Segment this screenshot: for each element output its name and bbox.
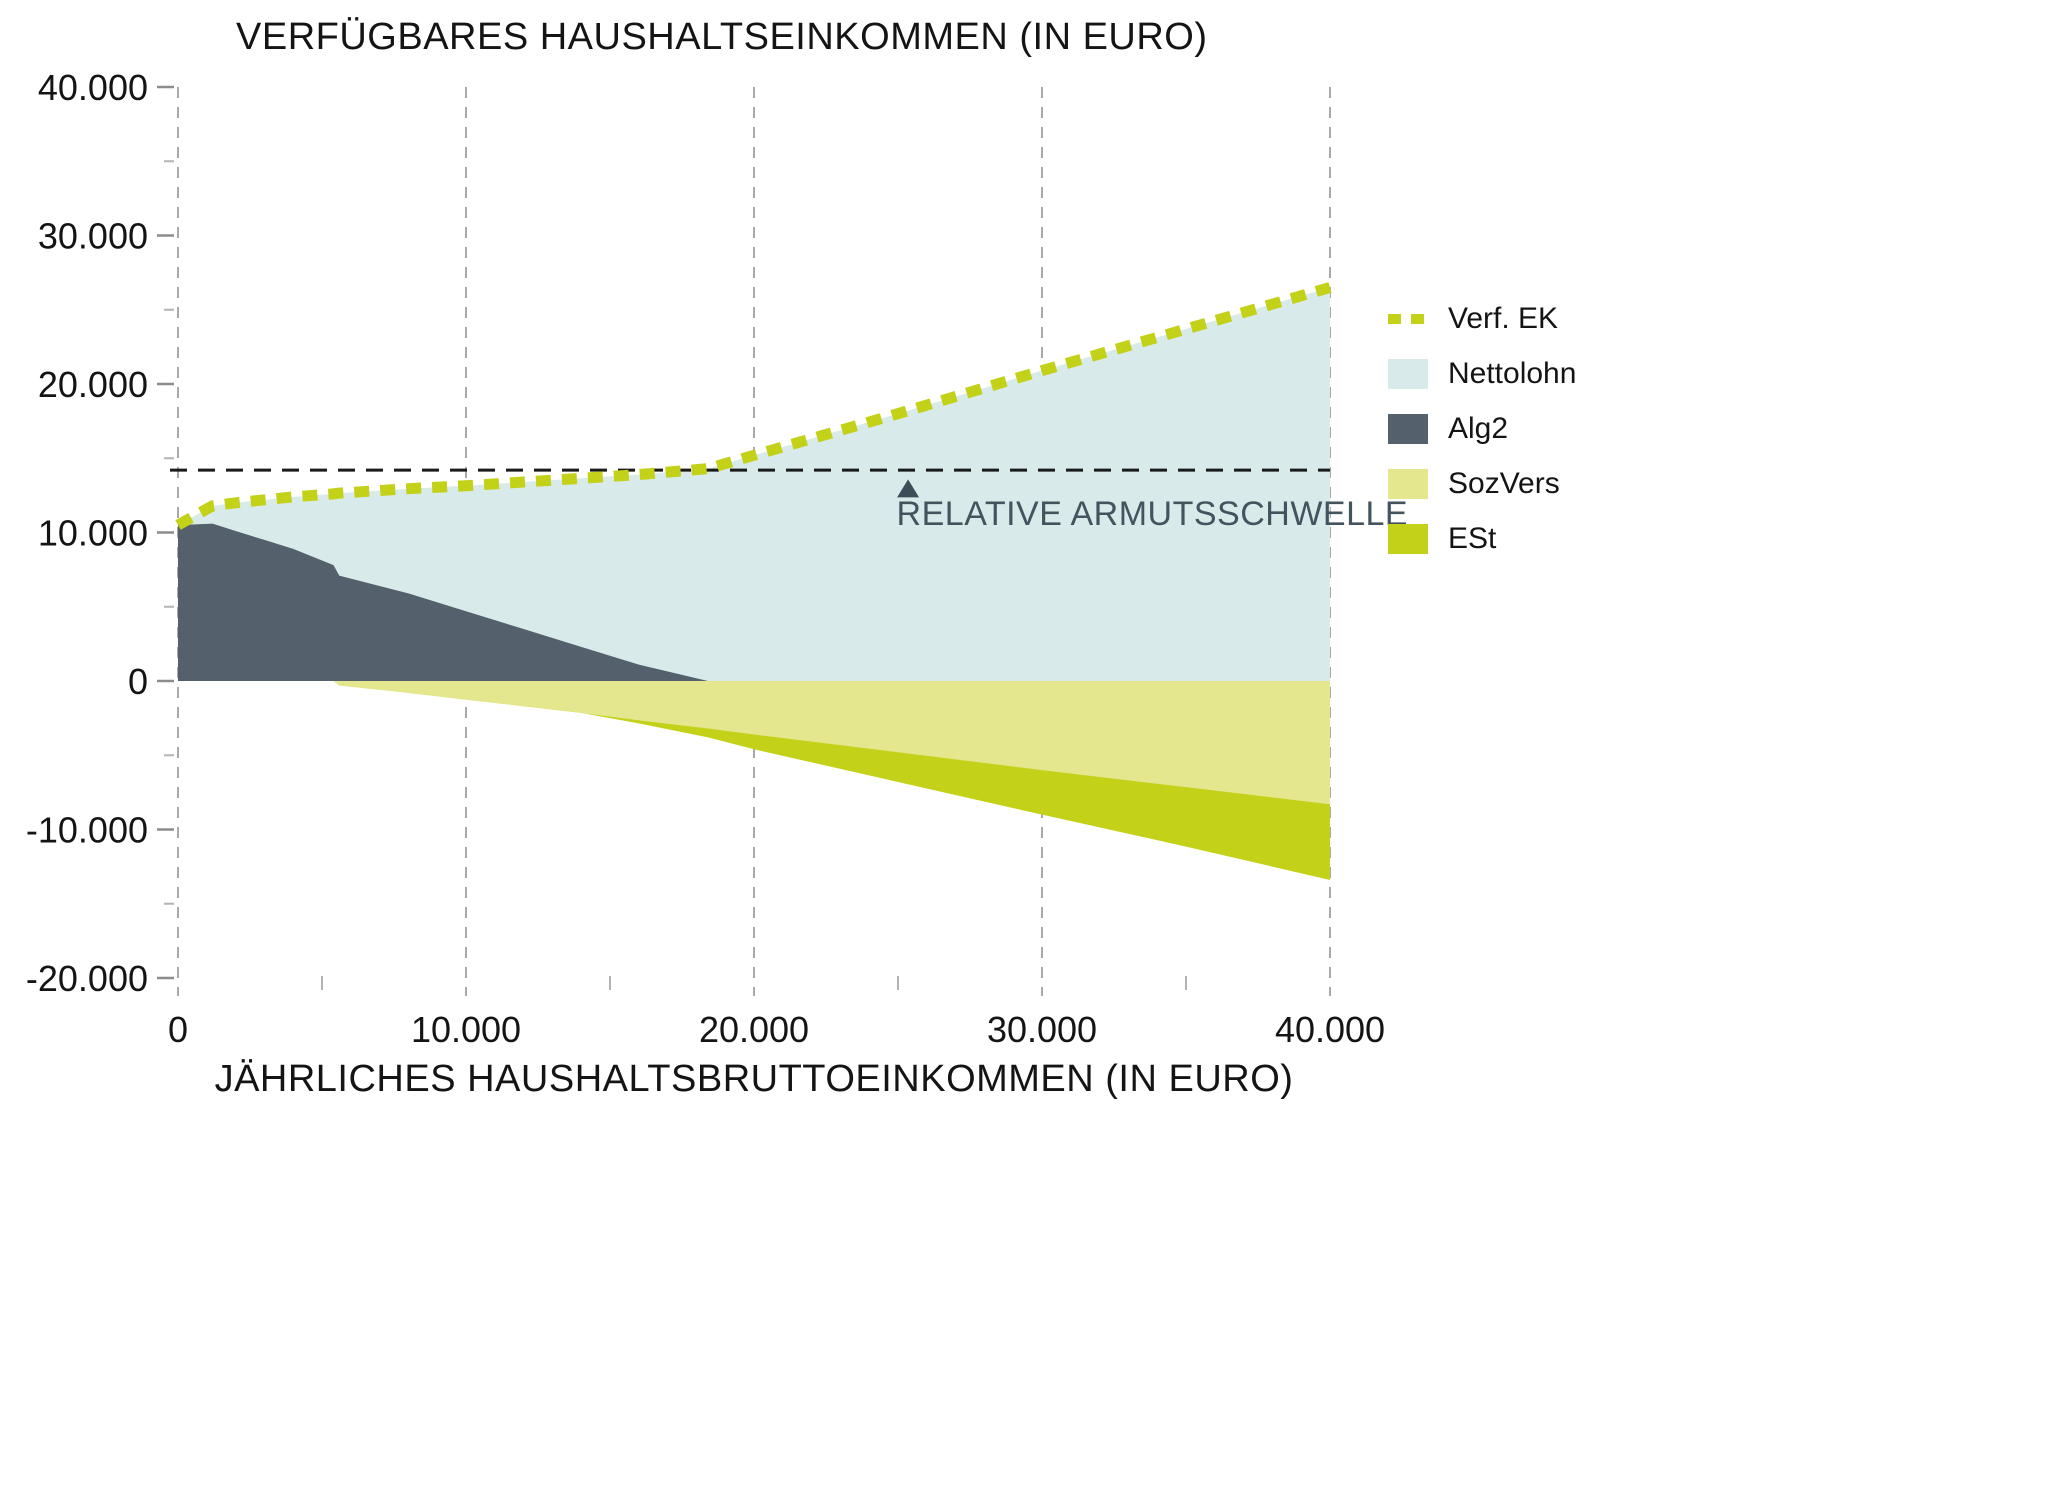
nettolohn-swatch-icon xyxy=(1388,359,1428,389)
est-swatch-icon xyxy=(1388,524,1428,554)
legend-label-alg2: Alg2 xyxy=(1448,412,1509,445)
y-tick-label: 20.000 xyxy=(38,364,148,405)
area-nettolohn xyxy=(178,287,1330,681)
x-axis-label: JÄHRLICHES HAUSHALTSBRUTTOEINKOMMEN (IN … xyxy=(214,1058,1294,1100)
area-sozvers xyxy=(178,681,1330,805)
chart-legend: Verf. EK Nettolohn Alg2 SozVers ESt xyxy=(1388,300,1576,575)
legend-item-est: ESt xyxy=(1388,520,1576,558)
sozvers-swatch-icon xyxy=(1388,469,1428,499)
legend-item-sozvers: SozVers xyxy=(1388,465,1576,503)
legend-item-verf-ek: Verf. EK xyxy=(1388,300,1576,338)
legend-item-nettolohn: Nettolohn xyxy=(1388,355,1576,393)
y-tick-label: 10.000 xyxy=(38,513,148,554)
legend-item-alg2: Alg2 xyxy=(1388,410,1576,448)
axis-ticks-and-labels: 40.000 30.000 20.000 10.000 0 -10.000 -20.000 0… xyxy=(26,67,1385,1050)
y-tick-label: -20.000 xyxy=(26,958,148,999)
poverty-annotation-label: RELATIVE ARMUTSSCHWELLE xyxy=(897,495,1409,533)
chart-title: VERFÜGBARES HAUSHALTSEINKOMMEN (IN EURO) xyxy=(236,16,1208,58)
verf-ek-dotted-line xyxy=(175,282,1332,530)
legend-label-est: ESt xyxy=(1448,522,1497,555)
area-alg2 xyxy=(178,523,1330,681)
verf-ek-dotted-swatch-icon xyxy=(1388,314,1428,324)
poverty-annotation-triangle-icon xyxy=(897,479,920,498)
x-tick-label: 10.000 xyxy=(411,1009,521,1050)
alg2-swatch-icon xyxy=(1388,414,1428,444)
y-tick-label: 40.000 xyxy=(38,67,148,108)
y-tick-label: 0 xyxy=(128,661,148,702)
y-tick-label: -10.000 xyxy=(26,810,148,851)
legend-label-verf-ek: Verf. EK xyxy=(1448,302,1559,335)
x-tick-label: 20.000 xyxy=(699,1009,809,1050)
x-tick-label: 0 xyxy=(168,1009,188,1050)
legend-label-nettolohn: Nettolohn xyxy=(1448,357,1577,390)
y-tick-label: 30.000 xyxy=(38,216,148,257)
stacked-areas xyxy=(178,287,1330,880)
legend-label-sozvers: SozVers xyxy=(1448,467,1560,500)
x-tick-label: 40.000 xyxy=(1275,1009,1385,1050)
x-tick-label: 30.000 xyxy=(987,1009,1097,1050)
